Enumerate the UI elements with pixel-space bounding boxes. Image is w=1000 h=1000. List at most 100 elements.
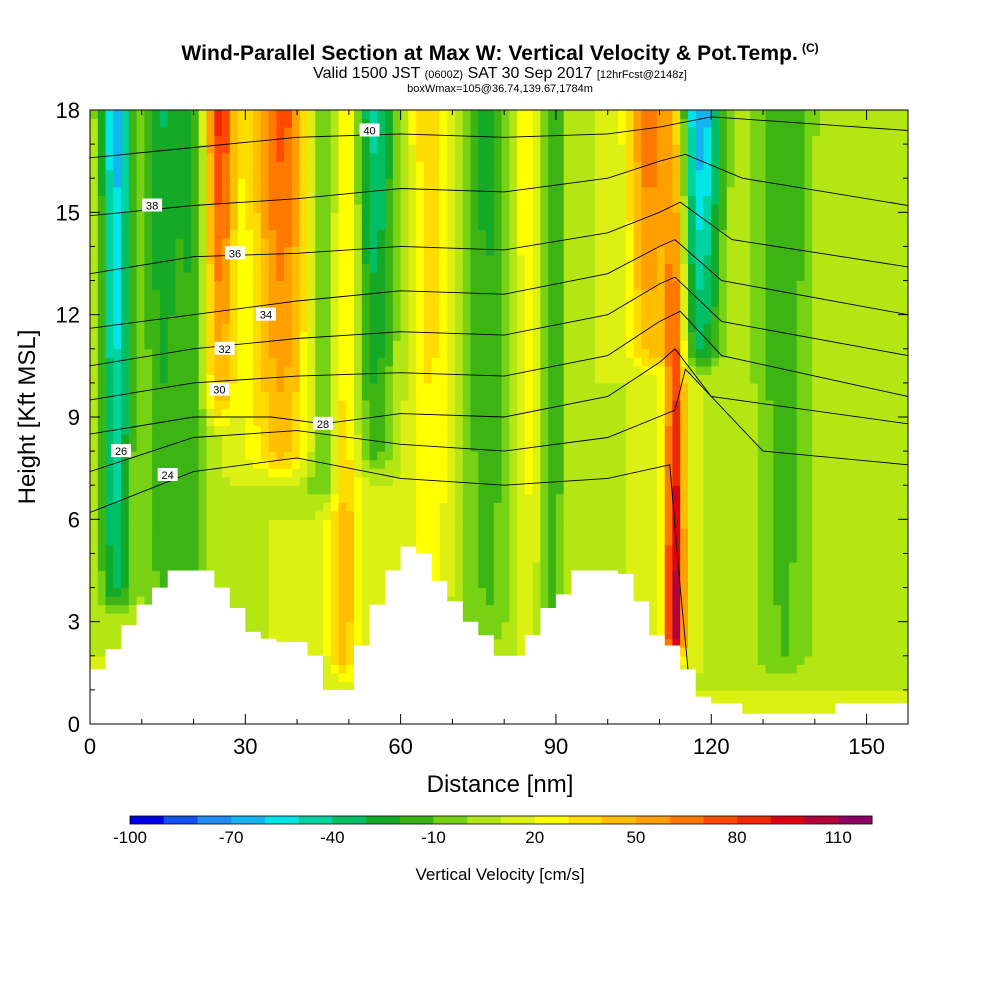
field-cell	[587, 169, 596, 179]
field-cell	[90, 220, 99, 230]
field-cell	[167, 246, 177, 256]
field-cell	[455, 323, 464, 333]
field-cell	[392, 229, 402, 239]
field-cell	[423, 178, 433, 188]
field-cell	[299, 596, 309, 606]
field-cell	[253, 417, 262, 427]
field-cell	[416, 323, 425, 333]
field-cell	[175, 135, 184, 145]
field-cell	[517, 502, 526, 512]
field-cell	[571, 144, 580, 154]
field-cell	[532, 229, 542, 239]
field-cell	[346, 579, 355, 589]
field-cell	[105, 203, 114, 213]
field-cell	[618, 306, 627, 316]
field-cell	[408, 348, 417, 358]
field-cell	[121, 476, 130, 486]
field-cell	[439, 297, 448, 307]
field-cell	[121, 587, 130, 597]
field-cell	[222, 579, 231, 589]
field-cell	[237, 502, 246, 512]
field-cell	[354, 621, 363, 631]
field-cell	[346, 135, 355, 145]
field-cell	[237, 527, 246, 537]
field-cell	[175, 237, 184, 247]
field-cell	[323, 502, 332, 512]
field-cell	[478, 246, 487, 256]
field-cell	[509, 485, 518, 495]
field-cell	[618, 186, 627, 196]
field-cell	[369, 519, 378, 529]
field-cell	[594, 442, 604, 452]
field-cell	[245, 621, 254, 631]
field-cell	[486, 425, 495, 435]
field-cell	[361, 519, 371, 529]
field-cell	[532, 510, 542, 520]
field-cell	[90, 476, 99, 486]
field-cell	[90, 570, 99, 580]
field-cell	[509, 297, 518, 307]
field-cell	[555, 536, 565, 546]
field-cell	[509, 374, 518, 384]
field-cell	[346, 587, 355, 597]
field-cell	[175, 178, 184, 188]
field-cell	[354, 127, 363, 137]
field-cell	[144, 579, 153, 589]
field-cell	[439, 502, 448, 512]
field-cell	[610, 365, 619, 375]
field-cell	[175, 451, 184, 461]
field-cell	[260, 459, 270, 469]
field-cell	[97, 638, 107, 648]
field-cell	[229, 152, 239, 162]
field-cell	[121, 562, 130, 572]
field-cell	[555, 434, 565, 444]
field-cell	[222, 237, 231, 247]
field-cell	[579, 510, 588, 520]
field-cell	[260, 280, 270, 290]
field-cell	[121, 502, 130, 512]
field-cell	[555, 246, 565, 256]
field-cell	[144, 220, 153, 230]
field-cell	[439, 391, 448, 401]
field-cell	[346, 408, 355, 418]
field-cell	[299, 468, 309, 478]
field-cell	[354, 110, 363, 120]
field-cell	[501, 152, 510, 162]
field-cell	[105, 229, 114, 239]
field-cell	[486, 485, 495, 495]
field-cell	[237, 399, 246, 409]
field-cell	[587, 476, 596, 486]
field-cell	[532, 536, 542, 546]
field-cell	[338, 451, 347, 461]
field-cell	[548, 519, 557, 529]
field-cell	[447, 186, 456, 196]
field-cell	[361, 135, 371, 145]
field-cell	[191, 229, 200, 239]
field-cell	[400, 502, 409, 512]
field-cell	[455, 510, 464, 520]
field-cell	[152, 425, 161, 435]
field-cell	[610, 519, 619, 529]
field-cell	[540, 263, 549, 273]
field-cell	[532, 391, 542, 401]
field-cell	[431, 553, 441, 563]
field-cell	[579, 442, 588, 452]
field-cell	[128, 220, 138, 230]
field-cell	[291, 493, 301, 503]
field-cell	[416, 391, 425, 401]
field-cell	[385, 493, 394, 503]
field-cell	[260, 374, 270, 384]
field-cell	[323, 340, 332, 350]
field-cell	[136, 152, 145, 162]
field-cell	[361, 331, 371, 341]
field-cell	[369, 382, 378, 392]
field-cell	[555, 289, 565, 299]
field-cell	[587, 246, 596, 256]
field-cell	[548, 365, 557, 375]
field-cell	[408, 382, 417, 392]
field-cell	[330, 280, 340, 290]
field-cell	[517, 579, 526, 589]
field-cell	[97, 331, 107, 341]
field-cell	[346, 203, 355, 213]
field-cell	[338, 144, 347, 154]
